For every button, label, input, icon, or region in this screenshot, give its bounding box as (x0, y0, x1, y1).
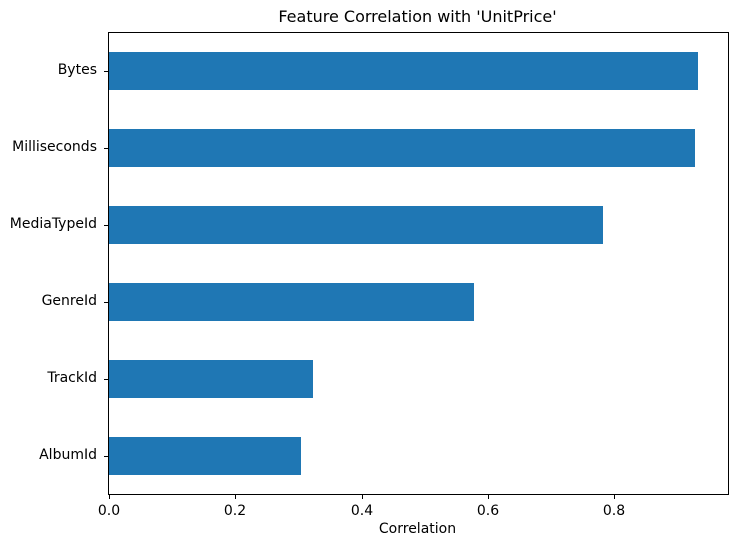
bar-trackid (109, 360, 313, 398)
x-tick-mark (235, 494, 236, 499)
y-tick-label-milliseconds: Milliseconds (12, 139, 97, 155)
x-tick-label-0.6: 0.6 (476, 503, 500, 519)
y-tick-label-mediatypeid: MediaTypeId (9, 216, 97, 232)
y-tick-label-trackid: TrackId (47, 370, 97, 386)
bar-mediatypeid (109, 206, 603, 244)
x-tick-mark (109, 494, 110, 499)
y-tick-label-albumid: AlbumId (39, 447, 97, 463)
y-tick-mark (104, 379, 109, 380)
y-tick-mark (104, 148, 109, 149)
bar-bytes (109, 52, 698, 90)
x-tick-label-0.4: 0.4 (350, 503, 374, 519)
x-tick-mark (488, 494, 489, 499)
plot-area: Bytes Milliseconds MediaTypeId GenreId Track… (10, 32, 729, 519)
bar-genreid (109, 283, 474, 321)
y-tick-mark (104, 302, 109, 303)
x-tick-mark (362, 494, 363, 499)
y-tick-mark (104, 456, 109, 457)
y-tick-label-genreid: GenreId (41, 293, 97, 309)
y-tick-label-bytes: Bytes (57, 62, 97, 78)
bar-albumid (109, 437, 301, 475)
x-tick-label-0.8: 0.8 (602, 503, 626, 519)
y-tick-mark (104, 71, 109, 72)
x-tick-mark (614, 494, 615, 499)
bar-milliseconds (109, 129, 695, 167)
y-tick-mark (104, 225, 109, 226)
x-tick-label-0.2: 0.2 (223, 503, 247, 519)
x-axis-label: Correlation (378, 521, 457, 537)
x-tick-label-0.0: 0.0 (97, 503, 121, 519)
chart-title: Feature Correlation with 'UnitPrice' (278, 7, 557, 26)
